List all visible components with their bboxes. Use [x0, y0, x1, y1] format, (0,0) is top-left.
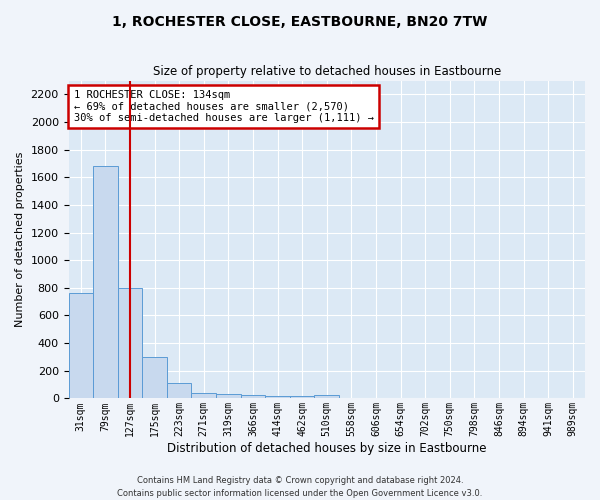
Bar [93, 166, 118, 398]
Bar [68, 294, 93, 399]
Bar [118, 288, 142, 399]
Y-axis label: Number of detached properties: Number of detached properties [15, 152, 25, 327]
Text: 1 ROCHESTER CLOSE: 134sqm
← 69% of detached houses are smaller (2,570)
30% of se: 1 ROCHESTER CLOSE: 134sqm ← 69% of detac… [74, 90, 374, 124]
X-axis label: Distribution of detached houses by size in Eastbourne: Distribution of detached houses by size … [167, 442, 487, 455]
Bar [167, 383, 191, 398]
Bar [142, 357, 167, 399]
Text: Contains HM Land Registry data © Crown copyright and database right 2024.
Contai: Contains HM Land Registry data © Crown c… [118, 476, 482, 498]
Bar [191, 393, 216, 398]
Bar [290, 396, 314, 398]
Bar [314, 395, 339, 398]
Bar [216, 394, 241, 398]
Title: Size of property relative to detached houses in Eastbourne: Size of property relative to detached ho… [152, 65, 501, 78]
Bar [265, 396, 290, 398]
Bar [241, 395, 265, 398]
Text: 1, ROCHESTER CLOSE, EASTBOURNE, BN20 7TW: 1, ROCHESTER CLOSE, EASTBOURNE, BN20 7TW [112, 15, 488, 29]
